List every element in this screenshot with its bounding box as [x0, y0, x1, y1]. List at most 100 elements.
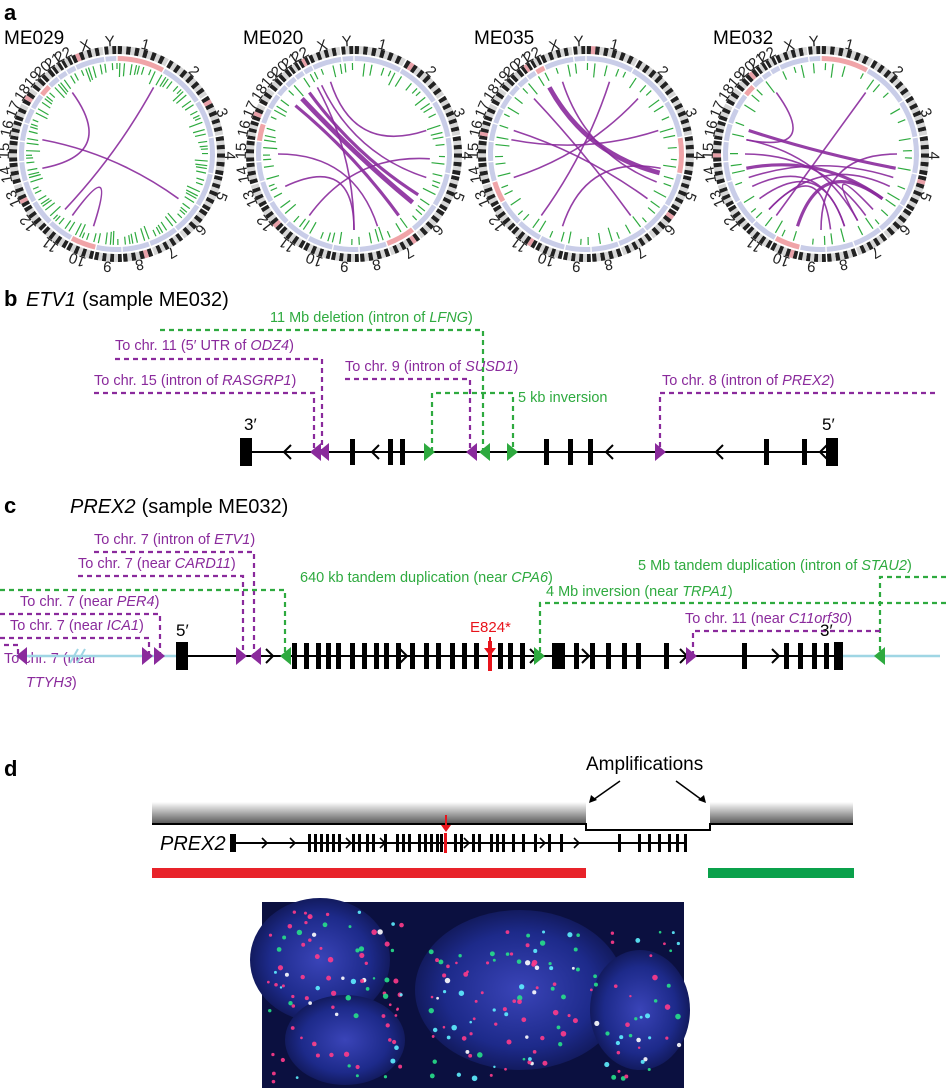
chromosome-segment-X	[775, 46, 809, 70]
chromosome-label-9: 9	[572, 257, 582, 275]
fish-signal	[469, 1032, 473, 1036]
fish-signal	[556, 1025, 561, 1030]
fish-signal	[428, 1007, 434, 1014]
breakpoint-chr9	[466, 443, 477, 461]
fish-signal	[372, 977, 376, 980]
rearrangement-links	[42, 87, 179, 227]
fish-signal	[303, 911, 308, 915]
fish-signal	[504, 1067, 507, 1071]
fish-signal	[669, 949, 673, 953]
exon-c-30	[812, 643, 817, 669]
fish-signal	[388, 1038, 392, 1042]
exon-b-1	[388, 439, 393, 465]
chromosome-segment-1	[354, 46, 406, 73]
chromosome-label-18: 18	[11, 81, 34, 104]
fish-signal	[525, 1035, 529, 1039]
fish-signal	[561, 994, 566, 1000]
sample-note-b: (sample ME032)	[82, 289, 229, 311]
chromosome-label-15: 15	[465, 142, 482, 159]
fish-signal	[391, 922, 395, 926]
fish-signal	[271, 1071, 276, 1076]
exon-c-11	[424, 643, 429, 669]
chromosome-segment-5	[899, 173, 927, 212]
exon-b-4	[568, 439, 573, 465]
chromosome-label-17: 17	[240, 98, 262, 120]
fish-signal	[489, 1073, 493, 1077]
axis-break-icon	[69, 648, 86, 664]
exon-d-36	[676, 834, 679, 852]
chromosome-segment-X	[540, 46, 574, 70]
chromosome-label-1: 1	[376, 36, 388, 55]
chromosome-segment-7	[149, 227, 184, 256]
chromosome-label-10: 10	[67, 248, 89, 270]
chromosome-segment-7	[618, 227, 653, 256]
chromosome-segment-9	[93, 244, 122, 262]
fish-signal	[287, 924, 293, 929]
panel-c: c PREX2 (sample ME032) To chr. 7 (intron …	[0, 493, 946, 691]
fish-signal	[455, 961, 458, 965]
fish-signal	[399, 993, 403, 997]
rearrangement-links	[277, 81, 430, 231]
connectors-c	[0, 550, 946, 656]
fish-signal	[446, 964, 450, 969]
exon-d-21	[472, 834, 475, 852]
exon-5prime-utr-c	[176, 642, 188, 670]
chromosome-segment-16	[247, 120, 266, 142]
fish-signal	[494, 1022, 498, 1026]
chromosome-label-16: 16	[234, 119, 254, 139]
fish-signal	[658, 930, 662, 934]
fish-signal	[489, 951, 495, 957]
chromosome-label-22: 22	[289, 44, 312, 67]
chromosome-label-Y: Y	[104, 33, 115, 51]
fish-signal	[282, 935, 287, 940]
exon-c-0	[292, 643, 297, 669]
fish-signal	[292, 910, 297, 914]
fish-signal	[429, 1073, 435, 1079]
fish-signal	[492, 1008, 496, 1012]
exon-3prime-utr-c	[834, 642, 843, 670]
fish-signal	[648, 1036, 652, 1040]
fish-signal	[355, 948, 360, 953]
chromosome-segment-22	[61, 56, 77, 75]
chromosome-label-17: 17	[707, 98, 729, 120]
fish-signal	[502, 1007, 507, 1012]
chromosome-segment-11	[746, 221, 777, 249]
fish-signal	[509, 952, 514, 956]
fish-signal	[326, 975, 332, 981]
breakpoint-chr15	[310, 443, 321, 461]
chromosome-segment-3	[899, 95, 928, 138]
annotation-c-0: To chr. 7 (intron of ETV1)	[94, 532, 255, 548]
chromosome-segment-12	[727, 201, 756, 231]
direction-chevron-b-3	[714, 444, 724, 460]
fish-signal	[560, 1030, 567, 1037]
exon-c-8	[384, 643, 389, 669]
etv1-exons	[240, 438, 838, 466]
exon-d-16	[430, 834, 433, 852]
chromosome-label-22: 22	[756, 44, 779, 67]
chromosome-label-4: 4	[221, 151, 238, 160]
exon-d-22	[478, 834, 481, 852]
annotation-c-7: To chr. 7 (near ICA1)	[10, 618, 144, 634]
fish-signal	[271, 1052, 275, 1057]
fish-signal	[534, 965, 540, 970]
exon-b-5	[588, 439, 593, 465]
fish-signal	[281, 984, 285, 988]
chromosome-label-14: 14	[234, 165, 254, 185]
fish-signal	[385, 1023, 390, 1028]
amp-pointer-right	[675, 780, 703, 801]
chromosome-segment-2	[162, 59, 208, 103]
fish-signal	[355, 1064, 360, 1070]
direction-chevron-c-0	[265, 648, 275, 664]
fish-signal	[629, 994, 632, 998]
exon-c-19	[552, 643, 560, 669]
fish-signal	[611, 1074, 617, 1080]
fish-signal	[314, 954, 320, 960]
exon-d-17	[436, 834, 439, 852]
breakpoint-inversion-left	[424, 443, 435, 461]
fish-signal	[431, 1035, 435, 1038]
fish-signal	[671, 931, 675, 935]
fish-signal	[268, 933, 273, 937]
fish-signal	[468, 1053, 473, 1058]
